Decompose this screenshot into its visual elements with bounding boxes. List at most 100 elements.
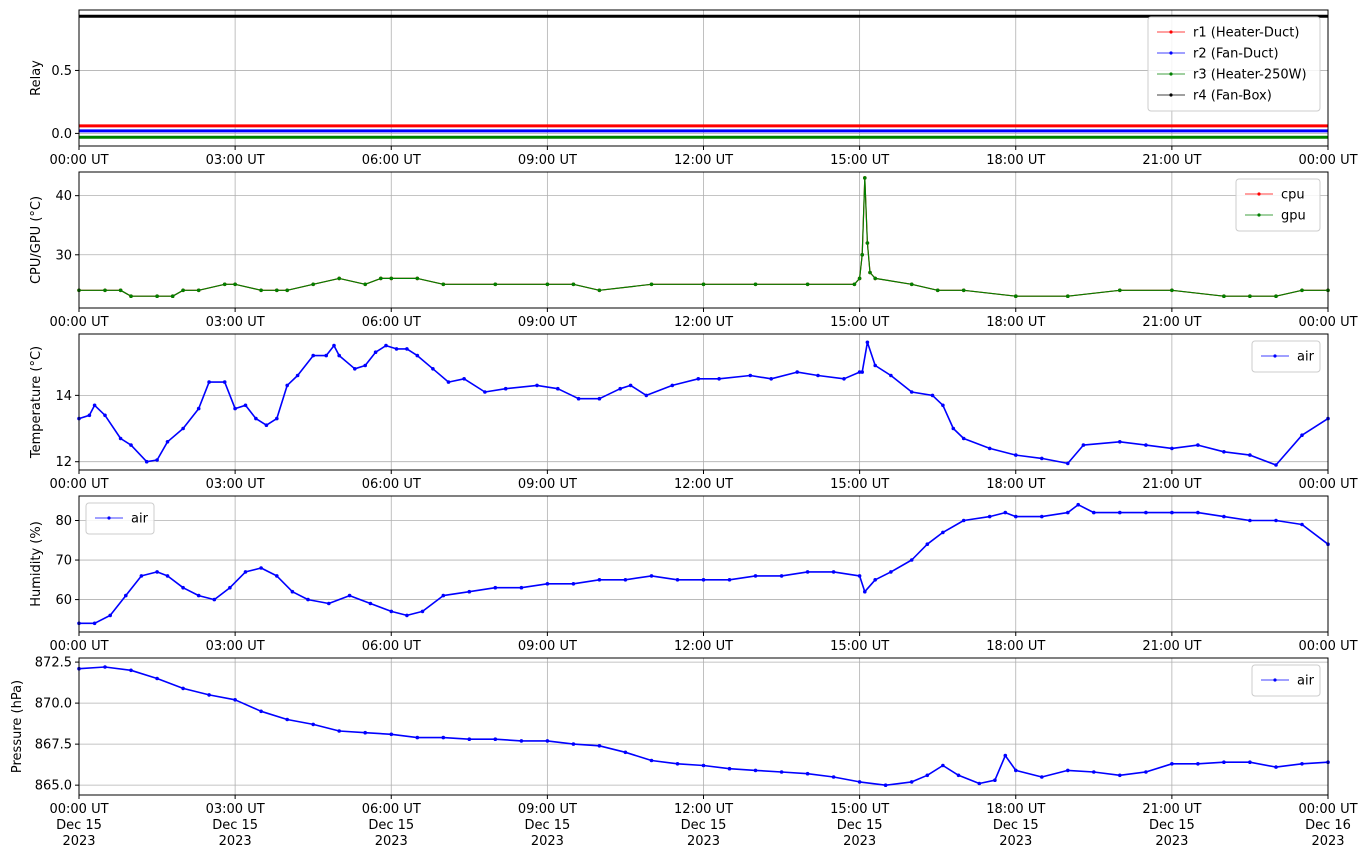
data-point [1248, 294, 1252, 299]
data-point [384, 343, 388, 348]
x-tick-label: 00:00 UT Dec 15 2023 [49, 802, 108, 849]
legend-label: air [1297, 674, 1315, 689]
x-tick-label: 12:00 UT [674, 477, 733, 492]
legend-box [1251, 340, 1321, 373]
x-tick-label: 15:00 UT [830, 477, 889, 492]
x-tick-label: 21:00 UT Dec 15 2023 [1142, 802, 1201, 849]
series-5-1 [78, 666, 1329, 787]
data-point [805, 282, 810, 287]
data-point [842, 377, 846, 381]
data-point [493, 585, 498, 590]
legend-label: cpu [1281, 188, 1305, 203]
x-tick-label: 09:00 UT [518, 639, 577, 654]
data-point [181, 686, 185, 691]
data-point [1118, 288, 1122, 293]
data-point [441, 593, 446, 598]
legend-marker [1169, 72, 1173, 76]
legend: cpu gpu [1235, 178, 1321, 232]
data-point [863, 176, 867, 180]
data-point [649, 282, 654, 287]
data-point [753, 768, 758, 773]
data-point [1222, 760, 1226, 764]
data-point [118, 436, 123, 441]
x-tick-label: 15:00 UT Dec 15 2023 [830, 802, 889, 849]
data-point [1222, 294, 1226, 299]
data-point [649, 574, 654, 578]
data-point [1014, 514, 1018, 519]
data-point [1170, 510, 1174, 515]
data-point [930, 393, 935, 398]
data-point [831, 570, 836, 574]
x-tick-label: 09:00 UT [518, 477, 577, 492]
x-tick-label: 00:00 UT [1298, 639, 1357, 654]
data-point [337, 276, 342, 281]
x-tick-label: 09:00 UT [518, 315, 577, 330]
data-point [405, 613, 409, 618]
x-tick-label: 00:00 UT [49, 315, 108, 330]
data-point [1170, 446, 1174, 451]
data-point [873, 578, 877, 582]
x-tick-label: 00:00 UT [49, 153, 108, 168]
data-point [852, 282, 857, 287]
data-point [311, 353, 316, 358]
data-point [259, 566, 263, 570]
data-point [1300, 762, 1304, 766]
data-point [311, 282, 316, 287]
data-point [275, 416, 279, 421]
data-point [769, 377, 773, 381]
data-point [1222, 450, 1226, 454]
legend-label: gpu [1281, 209, 1306, 224]
data-point [1014, 768, 1018, 773]
data-point [103, 413, 107, 418]
data-point [535, 383, 539, 388]
data-point [909, 282, 914, 287]
subplot-3: 12 14 00:00 UT 03:00 UT 06:00 UT 09:00 UT 12:0… [29, 333, 1358, 492]
data-point [987, 514, 992, 519]
data-point [860, 253, 864, 257]
data-point [727, 578, 732, 582]
data-point [233, 406, 237, 411]
subplot-5: 865.0 867.5 870.0 872.5 00:00 UT Dec 15 2023 03… [10, 656, 1358, 849]
data-point [129, 294, 133, 299]
legend-label: r1 (Heater-Duct) [1193, 26, 1299, 41]
data-point [1144, 770, 1148, 774]
legend: air [1251, 664, 1321, 697]
x-tick-label: 00:00 UT [1298, 477, 1357, 492]
data-point [865, 340, 870, 345]
data-point [254, 416, 258, 421]
data-point [519, 585, 524, 590]
x-tick-label: 06:00 UT [362, 315, 421, 330]
data-point [493, 737, 498, 741]
data-point [961, 288, 966, 293]
data-point [165, 574, 170, 578]
data-point [675, 762, 680, 766]
data-point [909, 558, 914, 562]
x-tick-label: 21:00 UT [1142, 477, 1201, 492]
data-point [118, 288, 123, 293]
x-tick-label: 18:00 UT [986, 315, 1045, 330]
data-point [977, 781, 982, 786]
data-point [275, 574, 279, 578]
data-point [363, 282, 368, 287]
data-point [1274, 765, 1278, 769]
data-point [165, 440, 170, 444]
data-point [87, 413, 92, 418]
x-tick-label: 15:00 UT [830, 639, 889, 654]
data-point [306, 597, 310, 602]
data-point [373, 350, 378, 355]
data-point [207, 693, 211, 697]
x-tick-label: 09:00 UT Dec 15 2023 [518, 802, 577, 849]
data-point [889, 570, 893, 574]
x-tick-label: 06:00 UT [362, 477, 421, 492]
data-point [1274, 463, 1278, 467]
data-point [644, 393, 649, 398]
data-point [181, 426, 185, 431]
data-point [753, 282, 758, 287]
data-point [92, 403, 97, 408]
data-point [951, 426, 956, 431]
x-tick-label: 06:00 UT [362, 639, 421, 654]
data-point [467, 589, 472, 594]
data-point [405, 347, 409, 351]
data-point [748, 373, 753, 378]
x-tick-label: 21:00 UT [1142, 153, 1201, 168]
